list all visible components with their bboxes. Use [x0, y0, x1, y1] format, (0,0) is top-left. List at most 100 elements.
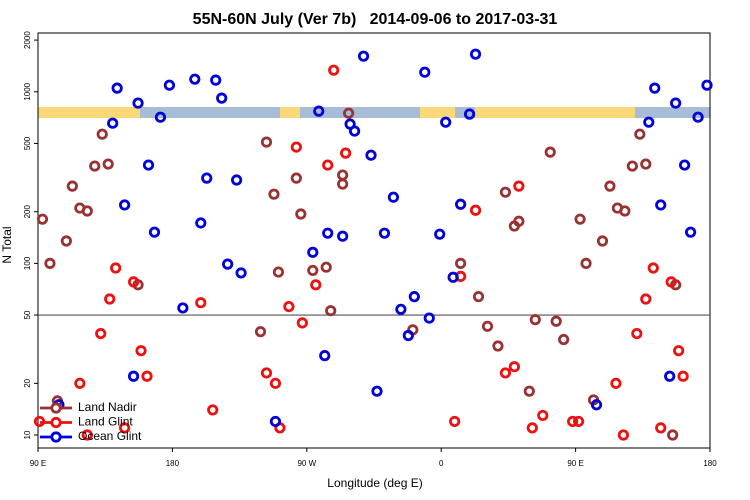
point: [604, 180, 616, 192]
point: [104, 293, 116, 305]
point: [526, 422, 538, 434]
point: [235, 267, 247, 279]
point: [307, 264, 319, 277]
point: [163, 79, 176, 91]
point: [95, 327, 107, 340]
point: [550, 315, 562, 327]
point: [110, 262, 122, 274]
point: [590, 399, 603, 411]
point: [260, 367, 273, 379]
point: [508, 361, 520, 373]
point: [643, 116, 655, 128]
point: [89, 160, 101, 172]
plot-frame: [37, 32, 711, 449]
point: [664, 370, 676, 382]
point: [320, 261, 332, 273]
point: [127, 370, 140, 382]
point: [673, 345, 685, 357]
legend-marker: [50, 431, 62, 443]
point: [492, 340, 504, 352]
point: [567, 415, 579, 428]
point: [469, 48, 482, 60]
point: [655, 422, 667, 434]
series: [33, 64, 689, 441]
point: [357, 50, 370, 62]
point: [337, 230, 349, 242]
point: [378, 227, 391, 239]
point: [670, 97, 682, 109]
point: [269, 377, 282, 389]
point: [96, 128, 108, 140]
point: [207, 404, 219, 416]
point: [434, 228, 446, 240]
y-axis-label: N Total: [0, 226, 14, 263]
x-tick-label: 180: [166, 459, 180, 468]
point: [558, 333, 570, 346]
legend-marker: [50, 416, 62, 429]
point: [148, 226, 161, 238]
point: [74, 377, 86, 389]
point: [677, 370, 689, 382]
point: [66, 180, 78, 192]
point: [189, 73, 201, 85]
point: [692, 111, 704, 123]
point: [499, 186, 512, 198]
x-tick-label: 90 E: [30, 459, 46, 468]
point: [640, 158, 652, 170]
point: [119, 199, 131, 211]
point: [610, 377, 622, 389]
point: [634, 128, 646, 140]
point: [447, 271, 459, 283]
point: [254, 326, 267, 338]
x-tick-label: 180: [703, 459, 717, 468]
point: [513, 215, 525, 227]
y-tick-label: 100: [23, 256, 32, 270]
legend-label: Land Nadir: [78, 400, 137, 414]
point: [667, 429, 679, 441]
point: [216, 92, 228, 104]
point: [337, 178, 349, 190]
point: [631, 327, 643, 340]
point: [36, 213, 49, 225]
x-tick-label: 90 W: [297, 459, 316, 468]
point: [119, 422, 131, 434]
point: [537, 409, 549, 422]
point: [201, 172, 213, 184]
point: [419, 66, 431, 78]
point: [135, 345, 147, 357]
point: [283, 301, 295, 313]
point: [513, 180, 525, 192]
legend-label: Ocean Glint: [78, 429, 142, 443]
legend-label: Land Glint: [78, 415, 133, 429]
point: [455, 198, 467, 210]
point: [580, 257, 592, 269]
point: [440, 116, 452, 128]
point: [387, 191, 400, 203]
strip-ocean: [635, 107, 710, 118]
series: [36, 107, 682, 441]
point: [529, 314, 541, 326]
point: [523, 385, 535, 397]
point: [402, 329, 414, 342]
y-tick-label: 50: [23, 310, 32, 319]
point: [322, 227, 334, 239]
point: [469, 204, 482, 216]
point: [142, 159, 155, 171]
point: [328, 64, 340, 76]
point: [617, 429, 629, 441]
point: [268, 188, 280, 200]
point: [319, 350, 331, 362]
point: [210, 74, 222, 86]
point: [640, 293, 652, 305]
point: [107, 117, 119, 129]
point: [195, 297, 207, 309]
point: [626, 160, 638, 172]
strip-ocean: [300, 107, 420, 118]
point: [619, 205, 631, 217]
point: [313, 105, 325, 117]
point: [111, 82, 123, 94]
point: [102, 158, 114, 170]
point: [290, 172, 302, 184]
